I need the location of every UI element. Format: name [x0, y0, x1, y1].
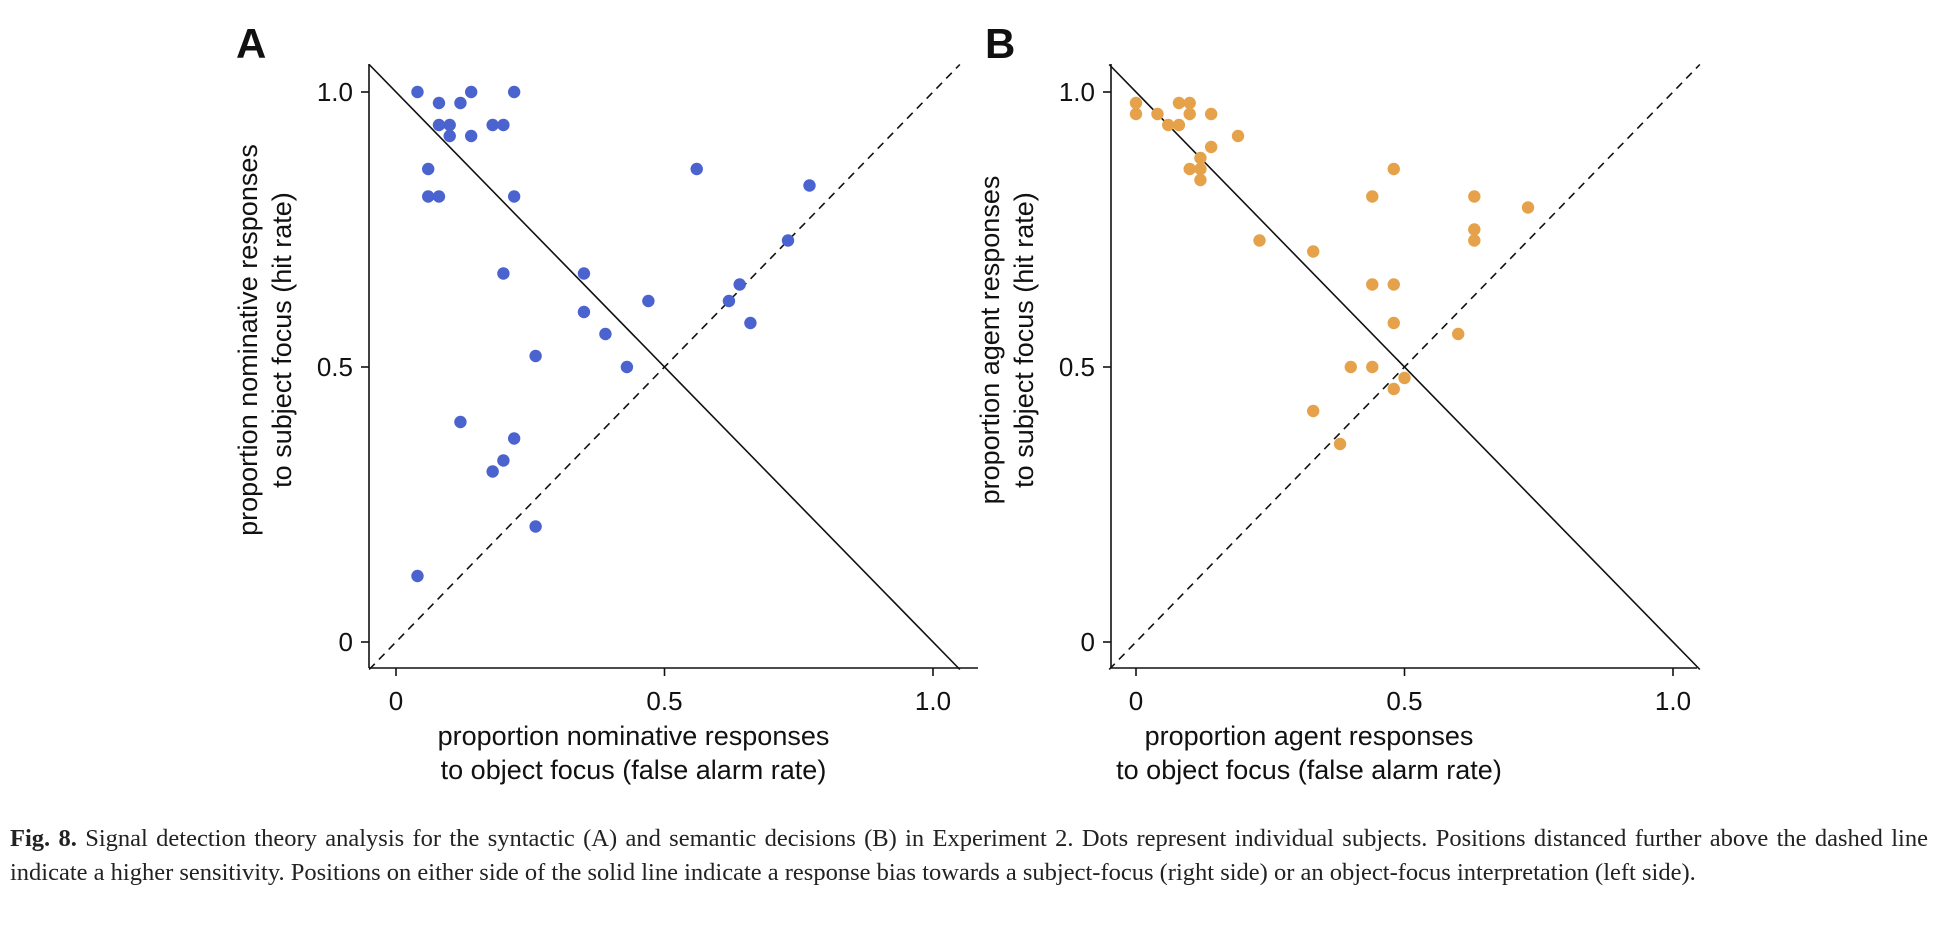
panel-b-data-point [1366, 360, 1379, 374]
panel-a-data-point [781, 234, 795, 247]
panel-a-data-point [577, 305, 591, 319]
panel-a-data-point [507, 190, 521, 203]
panel-b-data-point [1387, 382, 1400, 396]
panel-b-x-tick-label: 1.0 [1655, 686, 1691, 716]
panel-a-ylabel-line2: to subject focus (hit rate) [267, 192, 297, 488]
panel-b-data-point [1366, 190, 1379, 203]
panel-a-data-point [486, 465, 499, 478]
panel-b-scatter-plot: B 0 0 0.5 0.5 1.0 1.0 proportion agent respon… [975, 20, 1701, 785]
panel-b-data-point [1521, 201, 1535, 214]
panel-b-data-point [1452, 327, 1465, 341]
panel-a-data-point [507, 432, 521, 445]
panel-b-data-point [1366, 278, 1379, 291]
panel-a-data-point [497, 454, 510, 467]
panel-b-xlabel-line2: to object focus (false alarm rate) [1116, 755, 1502, 785]
panel-a-data-point [464, 129, 478, 143]
panel-b-ylabel-line2: to subject focus (hit rate) [1009, 192, 1039, 488]
panel-b-data-point [1333, 437, 1347, 451]
figure: A 0 0 0.5 0.5 1.0 1.0 proportion nominative r… [233, 20, 1701, 785]
panel-b-y-tick-label: 0 [1081, 627, 1095, 657]
panel-b-data-point [1398, 371, 1411, 385]
panel-b-data-point [1468, 190, 1481, 203]
panel-b-data-point [1162, 118, 1175, 132]
panel-b-xlabel-line1: proportion agent responses [1145, 721, 1474, 751]
panel-a-x-tick-label: 1.0 [915, 686, 951, 716]
panel-a-letter: A [236, 20, 266, 67]
panel-b-data-point [1344, 360, 1358, 374]
panel-b-data-point [1253, 234, 1266, 247]
panel-b-data-point [1387, 278, 1400, 291]
figure-caption: Fig. 8. Signal detection theory analysis… [10, 822, 1928, 890]
panel-a-data-point [497, 267, 510, 280]
panel-a-y-tick-label: 1.0 [317, 77, 353, 107]
panel-a-data-point [432, 190, 446, 203]
panel-a-data-point [577, 267, 591, 280]
panel-b-data-point [1204, 140, 1218, 154]
panel-a-xlabel-line1: proportion nominative responses [438, 721, 830, 751]
panel-b-x-tick-label: 0.5 [1386, 686, 1422, 716]
panel-a-data-point [529, 520, 542, 533]
panel-a-data-point [722, 294, 736, 308]
panel-b-data-point [1194, 162, 1207, 176]
panel-a-data-point [422, 190, 435, 203]
panel-b-data-point [1129, 107, 1143, 121]
panel-b-data-point [1468, 234, 1481, 247]
panel-a-data-point [422, 162, 435, 176]
panel-b-y-tick-label: 0.5 [1059, 352, 1095, 382]
panel-a-data-point [744, 316, 757, 330]
panel-b-letter: B [985, 20, 1015, 67]
caption-text: Signal detection theory analysis for the… [10, 825, 1928, 886]
panel-a-data-point [497, 118, 510, 132]
panel-b-data-point [1151, 107, 1164, 121]
panel-a-chance-line [368, 63, 961, 671]
panel-a-data-point [454, 96, 467, 110]
panel-a-data-point [432, 96, 446, 110]
panel-b-data-point [1307, 404, 1320, 418]
panel-b-data-point [1194, 173, 1207, 187]
panel-b-data-point [1183, 96, 1196, 110]
panel-a-data-point [620, 360, 634, 374]
panel-a-data-point [690, 162, 703, 176]
panel-a-scatter-plot: A 0 0 0.5 0.5 1.0 1.0 proportion nominative r… [233, 20, 978, 785]
panel-b-data-point [1204, 107, 1218, 121]
panel-a-data-point [443, 118, 456, 132]
panel-b-data-point [1172, 96, 1186, 110]
panel-b-ylabel-line1: proportion agent responses [975, 176, 1005, 505]
panel-a-data-point [507, 85, 521, 99]
panel-b-data-point [1129, 96, 1143, 110]
panel-b-data-point [1231, 129, 1245, 143]
panel-a-data-point [733, 278, 746, 291]
panel-a-data-point [411, 569, 424, 583]
panel-a-data-point [454, 415, 467, 429]
panel-a-data-point [486, 118, 499, 132]
caption-label: Fig. 8. [10, 825, 77, 852]
panel-a-data-point [529, 349, 542, 363]
panel-a-data-point [432, 118, 446, 132]
panel-a-data-point [464, 85, 478, 99]
panel-a-y-tick-label: 0.5 [317, 352, 353, 382]
panel-a-xlabel-line2: to object focus (false alarm rate) [441, 755, 827, 785]
panel-a-x-tick-label: 0 [389, 686, 403, 716]
panel-b-chance-line [1108, 63, 1701, 671]
panel-b-data-point [1183, 107, 1196, 121]
panel-b-x-tick-label: 0 [1129, 686, 1143, 716]
panel-a-data-point [599, 327, 612, 341]
panel-a-data-point [443, 129, 456, 143]
panel-a-x-tick-label: 0.5 [646, 686, 682, 716]
panel-b-data-point [1172, 118, 1186, 132]
panel-a-data-point [642, 294, 655, 308]
panel-b-data-point [1183, 162, 1196, 176]
panel-b-data-point [1468, 223, 1481, 236]
panel-a-data-point [803, 179, 816, 192]
panel-a-y-tick-label: 0 [339, 627, 353, 657]
panel-b-data-point [1387, 316, 1400, 330]
panel-b-y-tick-label: 1.0 [1059, 77, 1095, 107]
panel-b-data-point [1307, 245, 1320, 258]
panel-b-data-point [1387, 162, 1400, 176]
panel-a-data-point [411, 85, 424, 99]
panel-a-ylabel-line1: proportion nominative responses [233, 144, 263, 536]
panel-b-data-point [1194, 151, 1207, 165]
